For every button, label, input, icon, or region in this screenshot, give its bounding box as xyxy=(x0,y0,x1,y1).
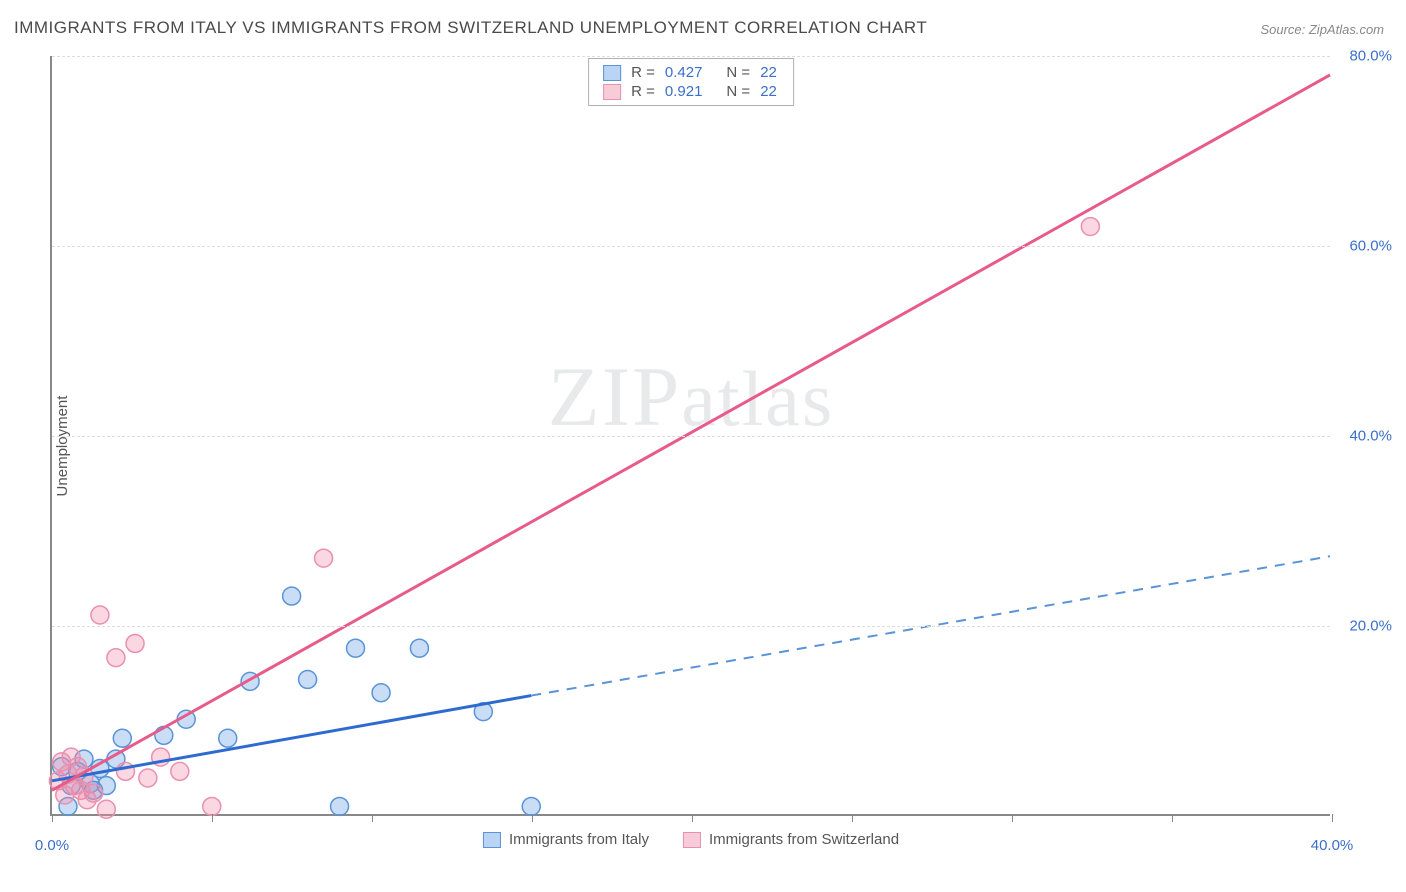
scatter-point xyxy=(203,797,221,815)
chart-container: IMMIGRANTS FROM ITALY VS IMMIGRANTS FROM… xyxy=(0,0,1406,892)
x-tick xyxy=(1332,814,1333,822)
plot-svg xyxy=(52,56,1330,814)
series-legend-item: Immigrants from Switzerland xyxy=(683,831,899,848)
y-tick-label: 40.0% xyxy=(1349,428,1392,445)
scatter-point xyxy=(410,639,428,657)
legend-swatch-italy xyxy=(483,832,501,848)
x-tick xyxy=(692,814,693,822)
gridline xyxy=(52,56,1330,57)
regression-line-switzerland xyxy=(52,75,1330,790)
gridline xyxy=(52,436,1330,437)
x-tick-label: 40.0% xyxy=(1311,837,1354,854)
x-tick xyxy=(852,814,853,822)
scatter-point xyxy=(107,649,125,667)
chart-title: IMMIGRANTS FROM ITALY VS IMMIGRANTS FROM… xyxy=(14,18,927,38)
scatter-point xyxy=(347,639,365,657)
gridline xyxy=(52,626,1330,627)
scatter-point xyxy=(126,634,144,652)
scatter-point xyxy=(171,762,189,780)
scatter-point xyxy=(372,684,390,702)
scatter-point xyxy=(283,587,301,605)
legend-swatch-switzerland xyxy=(683,832,701,848)
scatter-point xyxy=(97,800,115,818)
scatter-point xyxy=(299,670,317,688)
scatter-point xyxy=(522,797,540,815)
scatter-point xyxy=(85,784,103,802)
scatter-point xyxy=(113,729,131,747)
scatter-point xyxy=(1081,218,1099,236)
y-tick-label: 20.0% xyxy=(1349,618,1392,635)
series-legend-label: Immigrants from Italy xyxy=(509,831,649,848)
series-legend-item: Immigrants from Italy xyxy=(483,831,649,848)
y-tick-label: 80.0% xyxy=(1349,48,1392,65)
x-tick xyxy=(1172,814,1173,822)
scatter-point xyxy=(116,762,134,780)
series-legend: Immigrants from Italy Immigrants from Sw… xyxy=(483,831,899,848)
x-tick xyxy=(212,814,213,822)
scatter-point xyxy=(315,549,333,567)
x-tick xyxy=(52,814,53,822)
plot-area: ZIPatlas R = 0.427 N = 22 R = 0.921 N = … xyxy=(50,56,1330,816)
gridline xyxy=(52,246,1330,247)
y-tick-label: 60.0% xyxy=(1349,238,1392,255)
source-attribution: Source: ZipAtlas.com xyxy=(1260,22,1384,37)
series-legend-label: Immigrants from Switzerland xyxy=(709,831,899,848)
scatter-point xyxy=(331,797,349,815)
x-tick-label: 0.0% xyxy=(35,837,69,854)
scatter-point xyxy=(139,769,157,787)
scatter-point xyxy=(91,606,109,624)
x-tick xyxy=(372,814,373,822)
x-tick xyxy=(1012,814,1013,822)
scatter-point xyxy=(219,729,237,747)
x-tick xyxy=(532,814,533,822)
